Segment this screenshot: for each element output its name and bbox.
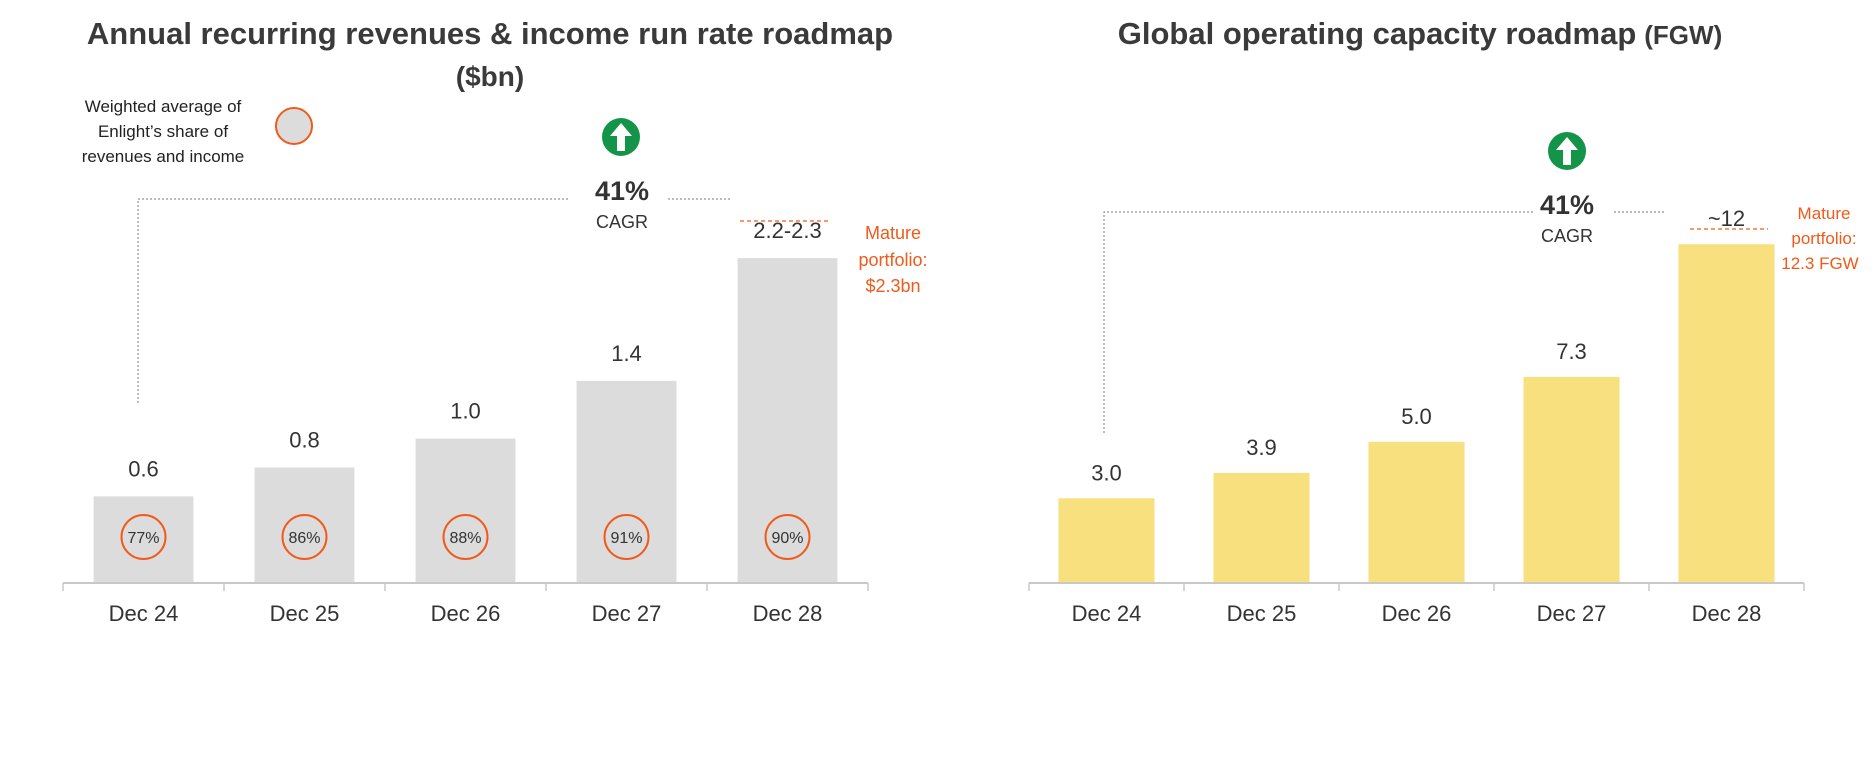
left-cagr-bracket-left bbox=[137, 198, 570, 403]
right-annotation-line-3: 12.3 FGW bbox=[1781, 254, 1858, 273]
left-share-ring-2 bbox=[442, 514, 489, 560]
left-share-ring-0 bbox=[120, 514, 167, 560]
right-category-label-0: Dec 24 bbox=[1072, 601, 1142, 626]
left-annotation-line-1: Mature bbox=[865, 223, 921, 243]
left-category-label-2: Dec 26 bbox=[431, 601, 501, 626]
right-value-label-2: 5.0 bbox=[1401, 404, 1432, 429]
right-cagr-bracket-left bbox=[1103, 211, 1533, 433]
right-bar-0 bbox=[1058, 498, 1155, 583]
chart-left: Annual recurring revenues & income run r… bbox=[62, 16, 928, 626]
right-category-label-4: Dec 28 bbox=[1692, 601, 1762, 626]
left-share-label-0: 77% bbox=[127, 530, 159, 547]
left-share-label-3: 91% bbox=[610, 530, 642, 547]
left-bar-2 bbox=[415, 438, 516, 583]
left-share-ring-3 bbox=[603, 514, 650, 560]
left-annotation-line-2: portfolio: bbox=[858, 250, 927, 270]
left-bar-1 bbox=[254, 467, 355, 583]
right-annotation-line-2: portfolio: bbox=[1791, 229, 1856, 248]
left-share-ring-1 bbox=[281, 514, 328, 560]
right-bar-3 bbox=[1523, 376, 1620, 583]
left-category-label-0: Dec 24 bbox=[109, 601, 179, 626]
left-share-ring-4 bbox=[764, 514, 811, 560]
left-value-label-2: 1.0 bbox=[450, 399, 481, 424]
left-value-label-1: 0.8 bbox=[289, 427, 320, 452]
left-up-arrow-icon bbox=[602, 118, 640, 156]
right-up-arrow-icon bbox=[1548, 132, 1586, 170]
left-cagr-label: CAGR bbox=[596, 212, 648, 232]
right-chart-title-main: Global operating capacity roadmap bbox=[1118, 16, 1637, 51]
left-chart-subtitle: ($bn) bbox=[456, 61, 524, 92]
right-chart-title-unit: (FGW) bbox=[1644, 20, 1722, 50]
right-category-label-3: Dec 27 bbox=[1537, 601, 1607, 626]
left-share-label-1: 86% bbox=[288, 530, 320, 547]
left-value-label-4: 2.2-2.3 bbox=[753, 218, 822, 243]
left-category-label-4: Dec 28 bbox=[753, 601, 823, 626]
legend-line-3: revenues and income bbox=[82, 147, 245, 166]
right-value-label-4: ~12 bbox=[1708, 206, 1745, 231]
left-category-label-1: Dec 25 bbox=[270, 601, 340, 626]
right-bar-4 bbox=[1678, 244, 1775, 583]
right-value-label-0: 3.0 bbox=[1091, 460, 1122, 485]
left-category-label-3: Dec 27 bbox=[592, 601, 662, 626]
right-bars-group: 3.0 3.9 5.0 7.3 ~12 bbox=[1058, 206, 1775, 583]
left-annotation-line-3: $2.3bn bbox=[865, 276, 920, 296]
right-cagr-label: CAGR bbox=[1541, 226, 1593, 246]
left-share-label-2: 88% bbox=[449, 530, 481, 547]
right-value-label-3: 7.3 bbox=[1556, 339, 1587, 364]
left-ticks-group: Dec 24 Dec 25 Dec 26 Dec 27 Dec 28 bbox=[62, 583, 869, 626]
right-ticks-group: Dec 24 Dec 25 Dec 26 Dec 27 Dec 28 bbox=[1028, 583, 1805, 626]
left-value-label-3: 1.4 bbox=[611, 341, 642, 366]
right-chart-title: Global operating capacity roadmap (FGW) bbox=[1118, 16, 1722, 51]
legend-ring-icon bbox=[275, 107, 313, 145]
left-cagr-value: 41% bbox=[595, 176, 649, 206]
chart-right: Global operating capacity roadmap (FGW) 4… bbox=[1028, 16, 1859, 626]
left-value-label-0: 0.6 bbox=[128, 456, 159, 481]
right-cagr-value: 41% bbox=[1540, 190, 1594, 220]
legend-line-2: Enlight’s share of bbox=[98, 122, 228, 141]
left-bar-4 bbox=[737, 258, 838, 583]
right-category-label-2: Dec 26 bbox=[1382, 601, 1452, 626]
right-value-label-1: 3.9 bbox=[1246, 435, 1277, 460]
left-bars-group: 0.6 77% 0.8 86% 1.0 88% 1.4 91% 2.2-2.3 90% bbox=[93, 218, 838, 583]
right-category-label-1: Dec 25 bbox=[1227, 601, 1297, 626]
left-chart-title: Annual recurring revenues & income run r… bbox=[87, 16, 893, 51]
left-bar-3 bbox=[576, 380, 677, 583]
right-annotation-line-1: Mature bbox=[1798, 204, 1851, 223]
legend-line-1: Weighted average of bbox=[85, 97, 242, 116]
left-share-label-4: 90% bbox=[771, 530, 803, 547]
left-bar-0 bbox=[93, 496, 194, 583]
right-bar-2 bbox=[1368, 441, 1465, 583]
right-bar-1 bbox=[1213, 472, 1310, 583]
